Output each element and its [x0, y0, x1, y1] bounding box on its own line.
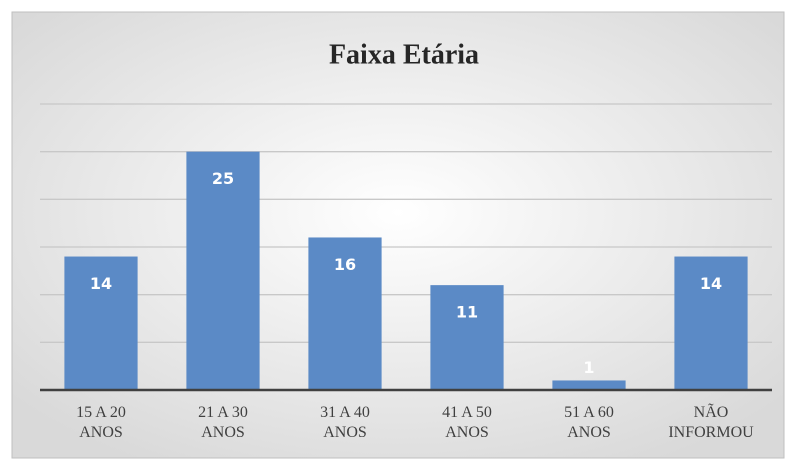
data-label: 1: [583, 358, 594, 377]
data-label: 14: [90, 274, 112, 293]
x-tick-label: 15 A 20 ANOS: [76, 404, 126, 441]
x-tick-label: 21 A 30 ANOS: [198, 404, 248, 441]
bar: [674, 256, 748, 390]
chart-title: Faixa Etária: [329, 39, 479, 70]
bar: [430, 285, 504, 390]
data-label: 25: [212, 169, 234, 188]
bar: [186, 151, 260, 390]
data-label: 11: [456, 303, 478, 322]
chart-frame: [11, 11, 785, 459]
data-label: 14: [700, 274, 722, 293]
data-label: 16: [334, 255, 356, 274]
bar: [64, 256, 138, 390]
x-tick-label: NÃO INFORMOU: [668, 403, 754, 441]
x-tick-label: 51 A 60 ANOS: [564, 404, 614, 441]
x-tick-label: 31 A 40 ANOS: [320, 404, 370, 441]
bar: [552, 380, 626, 390]
x-tick-label: 41 A 50 ANOS: [442, 404, 492, 441]
bar: [308, 237, 382, 390]
